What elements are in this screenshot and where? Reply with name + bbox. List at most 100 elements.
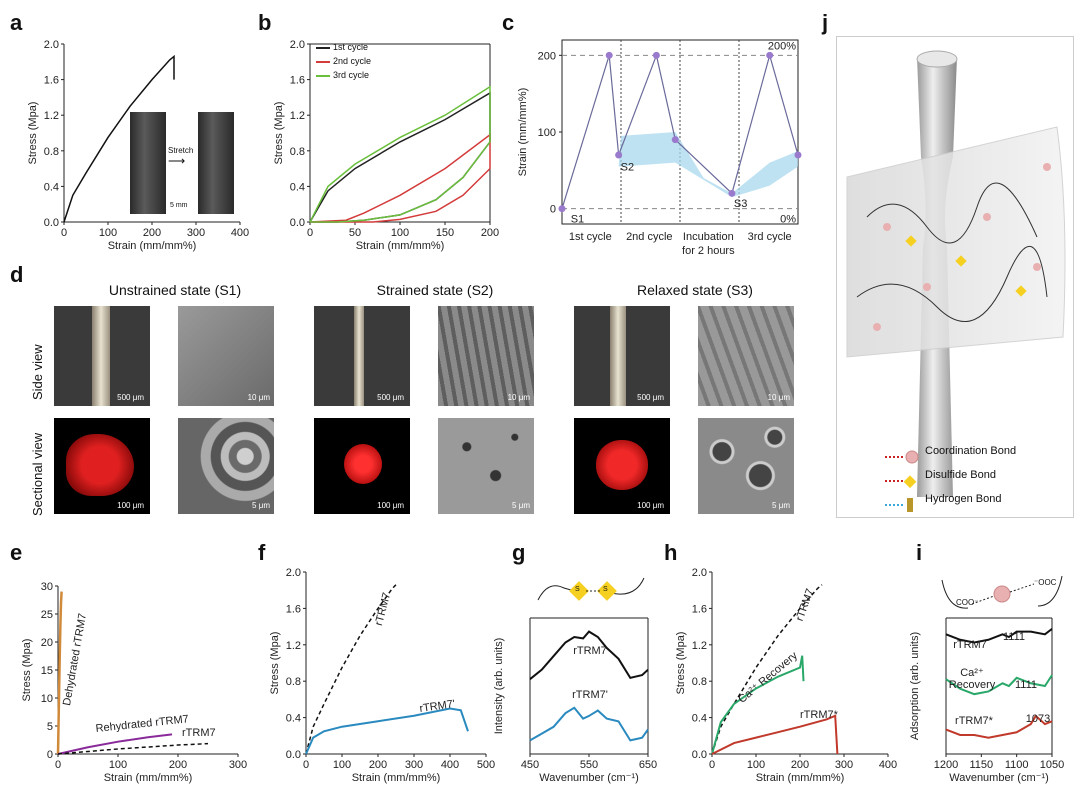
chart-f-xtick-label: 0 bbox=[303, 759, 309, 771]
chart-c-point bbox=[652, 51, 660, 59]
panel-letter-e: e bbox=[10, 540, 23, 565]
sem-section-s1: 5 μm bbox=[178, 418, 274, 514]
chart-a-ytick-label: 0.4 bbox=[44, 181, 59, 193]
chart-e-xtick-label: 200 bbox=[169, 759, 187, 771]
sem-section-s2: 5 μm bbox=[438, 418, 534, 514]
chart-e-xtick-label: 0 bbox=[55, 759, 61, 771]
label-g-rtrm7: rTRM7 bbox=[573, 645, 607, 657]
scale-5-s2: 5 μm bbox=[512, 501, 530, 510]
legend-coordination-bond: Coordination Bond bbox=[925, 445, 1017, 457]
chart-i-xtick-label: 1200 bbox=[934, 759, 958, 771]
chart-f-xlabel: Strain (mm/mm%) bbox=[352, 772, 441, 784]
chart-c-point bbox=[558, 205, 566, 213]
chart-h-ytick-label: 0.8 bbox=[692, 676, 707, 688]
panel-letter-i: i bbox=[916, 540, 923, 565]
chart-c-xlabel-3a: Incubation bbox=[683, 231, 734, 243]
chart-i-ylabel: Adsorption (arb. units) bbox=[909, 632, 921, 740]
chart-b-ytick-label: 0.8 bbox=[290, 146, 305, 158]
chart-i-xtick-label: 1150 bbox=[970, 759, 994, 771]
chart-h-xtick-label: 300 bbox=[835, 759, 853, 771]
sulfur-label-2: S bbox=[603, 586, 608, 593]
stretch-photo-after bbox=[198, 112, 234, 214]
disulfide-schematic bbox=[537, 577, 645, 601]
chart-c-s1: S1 bbox=[571, 214, 584, 226]
side-photo-s1: 500 μm bbox=[54, 306, 150, 406]
panel-letter-g: g bbox=[512, 540, 526, 565]
chart-b-ytick-label: 0.0 bbox=[290, 217, 305, 229]
sem-side-s1: 10 μm bbox=[178, 306, 274, 406]
chart-c-s2: S2 bbox=[621, 162, 634, 174]
chart-b-ytick-label: 1.2 bbox=[290, 110, 305, 122]
legend-b-3: 3rd cycle bbox=[316, 70, 369, 80]
stretch-label: Stretch bbox=[168, 146, 194, 155]
chart-e-ytick-label: 30 bbox=[41, 581, 53, 593]
legend-disulfide-bond: Disulfide Bond bbox=[925, 469, 996, 481]
chart-h-ytick-label: 0.4 bbox=[692, 713, 707, 725]
chart-e-ytick-label: 0 bbox=[47, 749, 53, 761]
panel-letter-a: a bbox=[10, 10, 23, 35]
panel-letter-d: d bbox=[10, 262, 24, 287]
stretch-arrow-icon: ⟶ bbox=[168, 154, 186, 168]
sulfur-label-1: S bbox=[575, 586, 580, 593]
chart-e-xtick-label: 100 bbox=[109, 759, 127, 771]
panel-letter-b: b bbox=[258, 10, 272, 35]
chart-e-ytick-label: 25 bbox=[41, 609, 53, 621]
chart-a-xtick-label: 200 bbox=[143, 227, 161, 239]
label-e-dehydrated: Dehydrated rTRM7 bbox=[61, 612, 89, 706]
series-b-2 bbox=[309, 133, 491, 223]
scalebar-5mm: 5 mm bbox=[170, 202, 188, 209]
row-label-side: Side view bbox=[30, 344, 45, 400]
chart-c-ytick-label: 200 bbox=[538, 50, 556, 62]
chart-g-xtick-label: 550 bbox=[580, 759, 598, 771]
chart-h-xtick-label: 100 bbox=[747, 759, 765, 771]
chart-g-xlabel: Wavenumber (cm⁻¹) bbox=[539, 772, 639, 784]
chart-a-ytick-label: 1.6 bbox=[44, 75, 59, 87]
chart-b-xtick-label: 100 bbox=[391, 227, 409, 239]
chart-b-ytick-label: 2.0 bbox=[290, 39, 305, 51]
series-a-rtrm7 bbox=[63, 54, 175, 223]
sem-section-s3: 5 μm bbox=[698, 418, 794, 514]
section-fluor-s2: 100 μm bbox=[314, 418, 410, 514]
label-h-ca: Ca²⁺ Recovery bbox=[736, 649, 800, 705]
series-i-rtrm7 bbox=[945, 628, 1053, 644]
chart-c-xlabel-2: 2nd cycle bbox=[626, 231, 672, 243]
label-f-rtrm7: rTRM7 bbox=[373, 591, 393, 627]
stretch-photo-before bbox=[130, 112, 166, 214]
chart-c-point bbox=[671, 136, 679, 144]
chart-g-xtick-label: 450 bbox=[521, 759, 539, 771]
scale-500-s2: 500 μm bbox=[377, 393, 404, 402]
chart-h-xtick-label: 0 bbox=[709, 759, 715, 771]
panel-letter-c: c bbox=[502, 10, 515, 35]
chart-f-ytick-label: 1.6 bbox=[286, 603, 301, 615]
chart-c-band bbox=[618, 132, 798, 198]
chart-a-xtick-label: 0 bbox=[61, 227, 67, 239]
label-i-ca-2: Recovery bbox=[949, 679, 996, 691]
series-i-rtrm7star bbox=[945, 714, 1053, 739]
label-i-peak3: 1073 bbox=[1026, 713, 1050, 725]
label-i-ca-1: Ca²⁺ bbox=[960, 667, 984, 679]
legend-hydrogen-bond: Hydrogen Bond bbox=[925, 493, 1002, 505]
chart-i-xtick-label: 1050 bbox=[1040, 759, 1064, 771]
scale-5-s1: 5 μm bbox=[252, 501, 270, 510]
chart-c-point bbox=[615, 151, 623, 159]
series-e-rtrm7 bbox=[57, 742, 209, 755]
chart-a-xtick-label: 300 bbox=[187, 227, 205, 239]
chart-h-ytick-label: 1.6 bbox=[692, 603, 707, 615]
chart-f-ytick-label: 2.0 bbox=[286, 567, 301, 579]
series-h-rtrm7star bbox=[711, 714, 839, 755]
chart-c-point bbox=[766, 51, 774, 59]
series-h-ca bbox=[711, 655, 805, 755]
chart-c-point bbox=[605, 51, 613, 59]
chart-e-ytick-label: 10 bbox=[41, 693, 53, 705]
chart-c-ytick-label: 100 bbox=[538, 127, 556, 139]
chart-f-ytick-label: 0.8 bbox=[286, 676, 301, 688]
series-b-1 bbox=[309, 91, 491, 223]
chart-a-xtick-label: 400 bbox=[231, 227, 249, 239]
scale-100-s1: 100 μm bbox=[117, 501, 144, 510]
chart-f-xtick-label: 300 bbox=[405, 759, 423, 771]
label-e-rtrm7: rTRM7 bbox=[182, 727, 216, 739]
chart-e-ytick-label: 15 bbox=[41, 665, 53, 677]
chart-b-ytick-label: 0.4 bbox=[290, 181, 305, 193]
sem-side-s2: 10 μm bbox=[438, 306, 534, 406]
title-s2: Strained state (S2) bbox=[376, 282, 494, 298]
